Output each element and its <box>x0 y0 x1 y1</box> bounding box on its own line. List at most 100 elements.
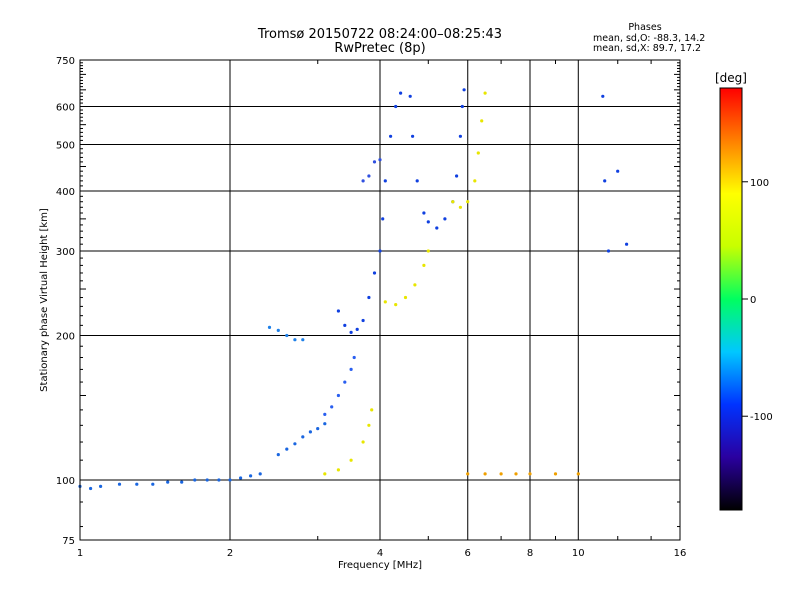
data-point <box>426 249 430 253</box>
data-point <box>378 249 382 253</box>
data-point <box>249 474 253 478</box>
data-point <box>285 447 289 451</box>
colorbar-tick-label: 100 <box>750 178 769 189</box>
grid-lines <box>80 60 680 540</box>
x-tick-label: 2 <box>227 548 233 559</box>
data-point <box>435 226 439 230</box>
data-point <box>606 249 611 253</box>
y-axis-label: Stationary phase Virtual Height [km] <box>39 208 50 392</box>
data-point <box>361 179 365 183</box>
y-axis: 75 100 200 300 400 500 600 750 <box>56 56 680 547</box>
data-point <box>301 435 305 439</box>
x-tick-label: 6 <box>465 548 471 559</box>
colorbar-label: [deg] <box>715 71 747 85</box>
x-tick-label: 1 <box>77 548 83 559</box>
data-point <box>217 478 221 482</box>
data-point <box>422 211 426 215</box>
chart-subtitle: RwPretec (8p) <box>334 41 426 56</box>
data-point <box>422 263 426 267</box>
data-point <box>394 104 398 109</box>
data-point <box>135 482 139 486</box>
data-point <box>480 119 484 123</box>
data-point <box>308 430 312 434</box>
data-point <box>361 440 365 444</box>
data-point <box>499 472 503 476</box>
data-point <box>466 472 470 476</box>
data-point <box>343 380 347 384</box>
data-point <box>205 478 209 482</box>
data-point <box>389 134 393 138</box>
data-point <box>476 151 480 155</box>
data-point <box>483 91 487 95</box>
colorbar <box>719 87 743 511</box>
data-point <box>460 104 464 109</box>
data-point <box>372 160 377 164</box>
data-point <box>228 478 232 482</box>
data-point <box>528 472 532 476</box>
x-tick-label: 10 <box>572 548 585 559</box>
data-point <box>625 242 629 246</box>
data-point <box>323 472 327 476</box>
data-point <box>403 295 408 300</box>
data-point <box>576 472 580 476</box>
y-tick-label: 600 <box>56 103 75 114</box>
data-point <box>276 453 280 457</box>
data-point <box>514 472 518 476</box>
plot-frame <box>79 59 681 541</box>
data-point <box>466 200 470 204</box>
data-point <box>483 472 487 476</box>
data-point <box>336 309 340 313</box>
data-point <box>413 283 417 287</box>
data-point <box>367 295 371 300</box>
data-point <box>352 355 356 360</box>
data-point <box>151 482 155 486</box>
y-tick-label: 200 <box>56 332 75 343</box>
data-point <box>443 217 447 221</box>
data-point <box>349 330 353 334</box>
data-point <box>361 318 365 323</box>
y-tick-label: 400 <box>56 187 75 198</box>
data-point <box>601 94 605 98</box>
data-point <box>258 472 262 476</box>
data-point <box>603 179 607 183</box>
data-point <box>349 458 353 462</box>
data-point <box>367 423 371 427</box>
colorbar-ticks: 100 0 -100 <box>742 178 773 423</box>
data-point <box>553 472 558 476</box>
phases-heading: Phases <box>628 22 662 33</box>
phases-o-stats: mean, sd,O: -88.3, 14.2 <box>593 33 706 44</box>
data-point <box>381 217 385 221</box>
data-point <box>316 427 320 431</box>
chart-title: Tromsø 20150722 08:24:00–08:25:43 <box>257 27 503 42</box>
data-point <box>293 442 297 446</box>
x-axis-label: Frequency [MHz] <box>338 560 422 571</box>
data-point <box>383 300 387 304</box>
data-point <box>451 200 455 204</box>
data-point <box>293 338 297 342</box>
data-point <box>99 484 103 488</box>
data-point <box>336 468 340 472</box>
data-point <box>267 325 272 329</box>
data-point <box>462 88 466 92</box>
data-point <box>408 94 412 98</box>
data-point <box>455 174 459 178</box>
data-point <box>370 408 374 412</box>
phases-x-stats: mean, sd,X: 89.7, 17.2 <box>593 43 702 54</box>
data-point <box>330 405 334 409</box>
data-point <box>301 338 305 342</box>
data-point <box>458 134 462 138</box>
x-axis: 1 2 4 6 8 10 16 <box>77 60 687 559</box>
x-tick-label: 16 <box>674 548 687 559</box>
data-points <box>78 88 629 491</box>
data-point <box>166 480 170 484</box>
data-point <box>193 478 197 482</box>
data-point <box>239 476 243 480</box>
data-point <box>355 327 359 331</box>
data-point <box>323 422 327 426</box>
data-point <box>276 328 280 332</box>
data-point <box>616 169 620 173</box>
colorbar-tick-label: -100 <box>750 412 773 423</box>
data-point <box>367 174 371 178</box>
data-point <box>458 205 462 209</box>
